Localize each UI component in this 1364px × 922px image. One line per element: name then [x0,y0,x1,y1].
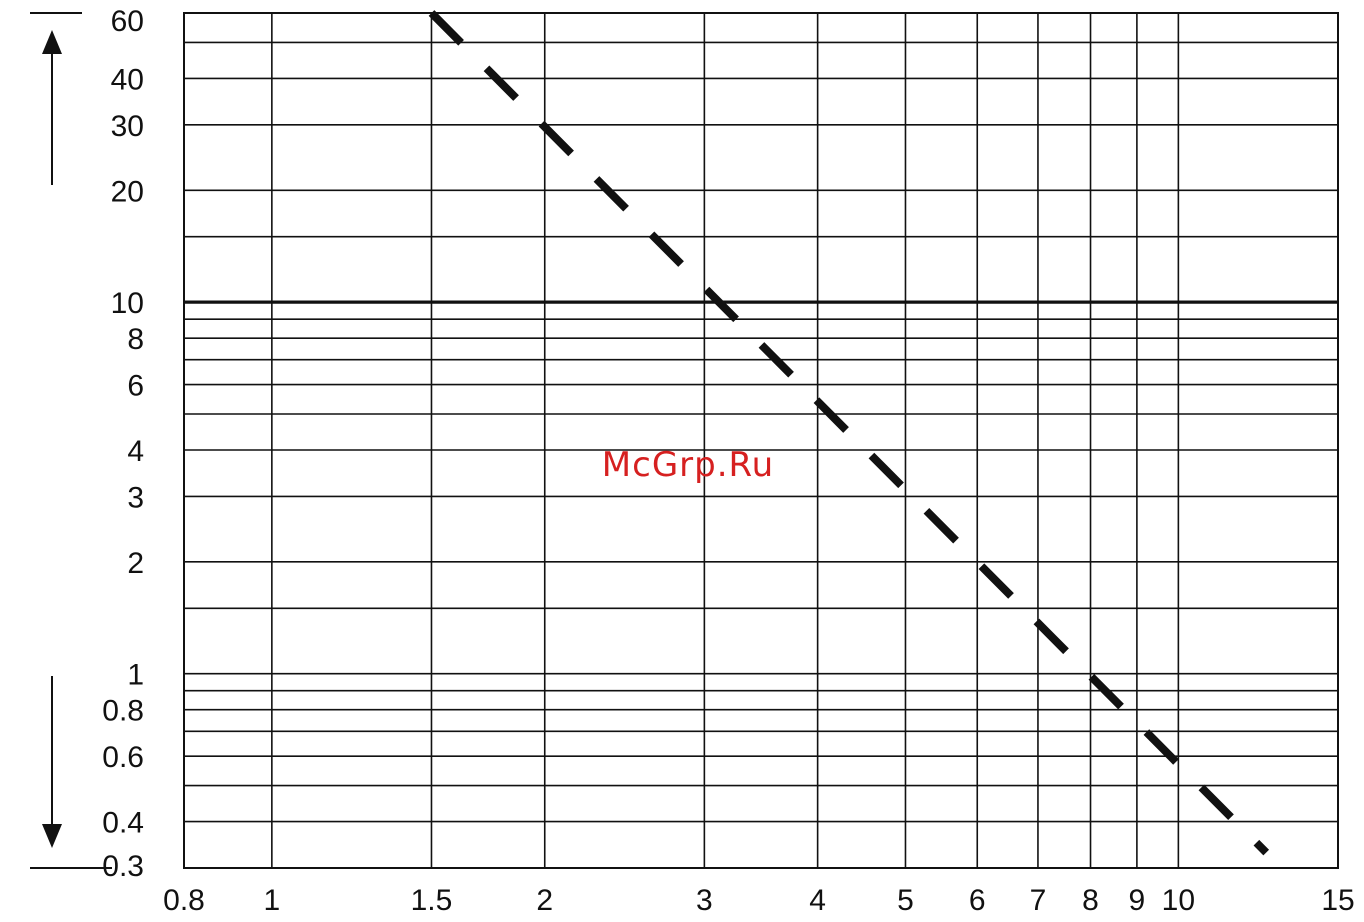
y-tick-label-0_3: 0.3 [102,850,144,883]
series-line-0 [428,10,1270,856]
y-tick-label-6: 6 [127,370,144,403]
y-tick-label-40: 40 [111,63,144,96]
y-tick-label-20: 20 [111,175,144,208]
x-tick-label-10: 10 [1162,884,1195,917]
y-tick-label-8: 8 [127,323,144,356]
x-tick-label-15: 15 [1321,884,1354,917]
x-tick-label-7: 7 [1030,884,1047,917]
y-tick-label-2: 2 [127,547,144,580]
x-tick-label-1: 1 [264,884,281,917]
direction-arrows [30,12,112,869]
y-tick-label-60: 60 [111,5,144,38]
horizontal-gridlines [184,12,1338,869]
down-arrow-icon [42,824,62,848]
x-tick-labels: 0.8 1 1.5 2 3 4 5 6 7 8 9 10 15 [163,884,1355,917]
y-tick-label-0_8: 0.8 [102,695,144,728]
y-tick-label-30: 30 [111,110,144,143]
series-layer [428,10,1270,856]
x-tick-label-5: 5 [897,884,914,917]
x-tick-label-0_8: 0.8 [163,884,205,917]
x-tick-label-1_5: 1.5 [411,884,453,917]
y-tick-label-3: 3 [127,481,144,514]
y-tick-labels: 60 40 30 20 108 6 4 3 2 10.8 0.6 0.4 0.3 [102,5,144,883]
plot-frame [183,12,1339,869]
y-tick-label-0_4: 0.4 [102,807,144,840]
vertical-gridlines [183,13,1339,868]
watermark-text: McGrp.Ru [602,445,774,485]
x-tick-label-8: 8 [1082,884,1099,917]
x-tick-label-2: 2 [536,884,553,917]
y-tick-label-0_6: 0.6 [102,741,144,774]
up-arrow-icon [42,30,62,54]
x-tick-label-9: 9 [1129,884,1146,917]
y-tick-label-10: 10 [111,287,144,320]
y-tick-label-1: 1 [127,659,144,692]
x-tick-label-6: 6 [969,884,986,917]
plot-border [183,12,1339,869]
x-tick-label-4: 4 [809,884,826,917]
x-tick-label-3: 3 [696,884,713,917]
y-tick-label-4: 4 [127,435,144,468]
